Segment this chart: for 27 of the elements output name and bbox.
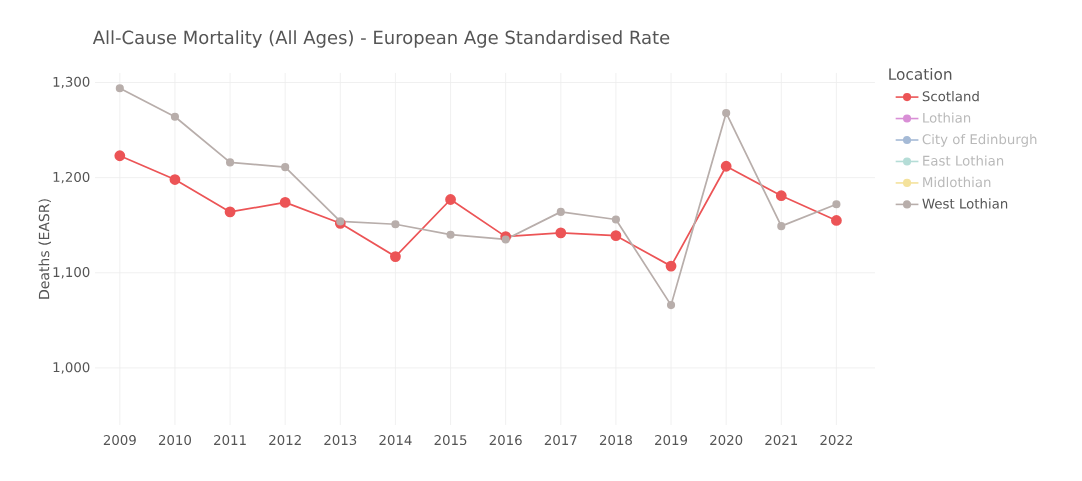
chart-title: All-Cause Mortality (All Ages) - European Age Standardised Rate: [92, 30, 670, 48]
y-tick-label: 1,300: [53, 76, 90, 89]
x-tick-label: 2019: [655, 435, 688, 446]
legend-title: Location: [889, 68, 952, 80]
legend-label: West Lothian: [922, 198, 1008, 209]
x-tick-label: 2015: [434, 435, 467, 446]
x-tick-label: 2012: [269, 435, 301, 446]
y-tick-label: 1,100: [53, 267, 90, 279]
legend-label: East Lothian: [923, 155, 1004, 166]
y-tick-label: 1,200: [53, 171, 90, 184]
x-tick-label: 2011: [214, 435, 246, 446]
x-tick-label: 2010: [158, 435, 192, 446]
legend-label: Scotland: [922, 91, 979, 102]
legend-label: Lothian: [923, 112, 971, 123]
x-tick-label: 2016: [489, 435, 522, 446]
x-tick-label: 2022: [820, 435, 853, 446]
legend-label: Midlothian: [923, 176, 991, 188]
x-tick-label: 2014: [379, 435, 412, 446]
x-tick-label: 2009: [103, 435, 136, 446]
legend-label: City of Edinburgh: [922, 133, 1037, 147]
x-tick-label: 2013: [324, 435, 357, 446]
y-axis-title: Deaths (EASR): [38, 199, 51, 299]
x-tick-label: 2018: [599, 435, 632, 446]
x-tick-label: 2021: [765, 435, 798, 446]
y-tick-label: 1,000: [53, 362, 90, 374]
x-tick-label: 2017: [544, 435, 577, 446]
x-tick-label: 2020: [710, 435, 743, 446]
